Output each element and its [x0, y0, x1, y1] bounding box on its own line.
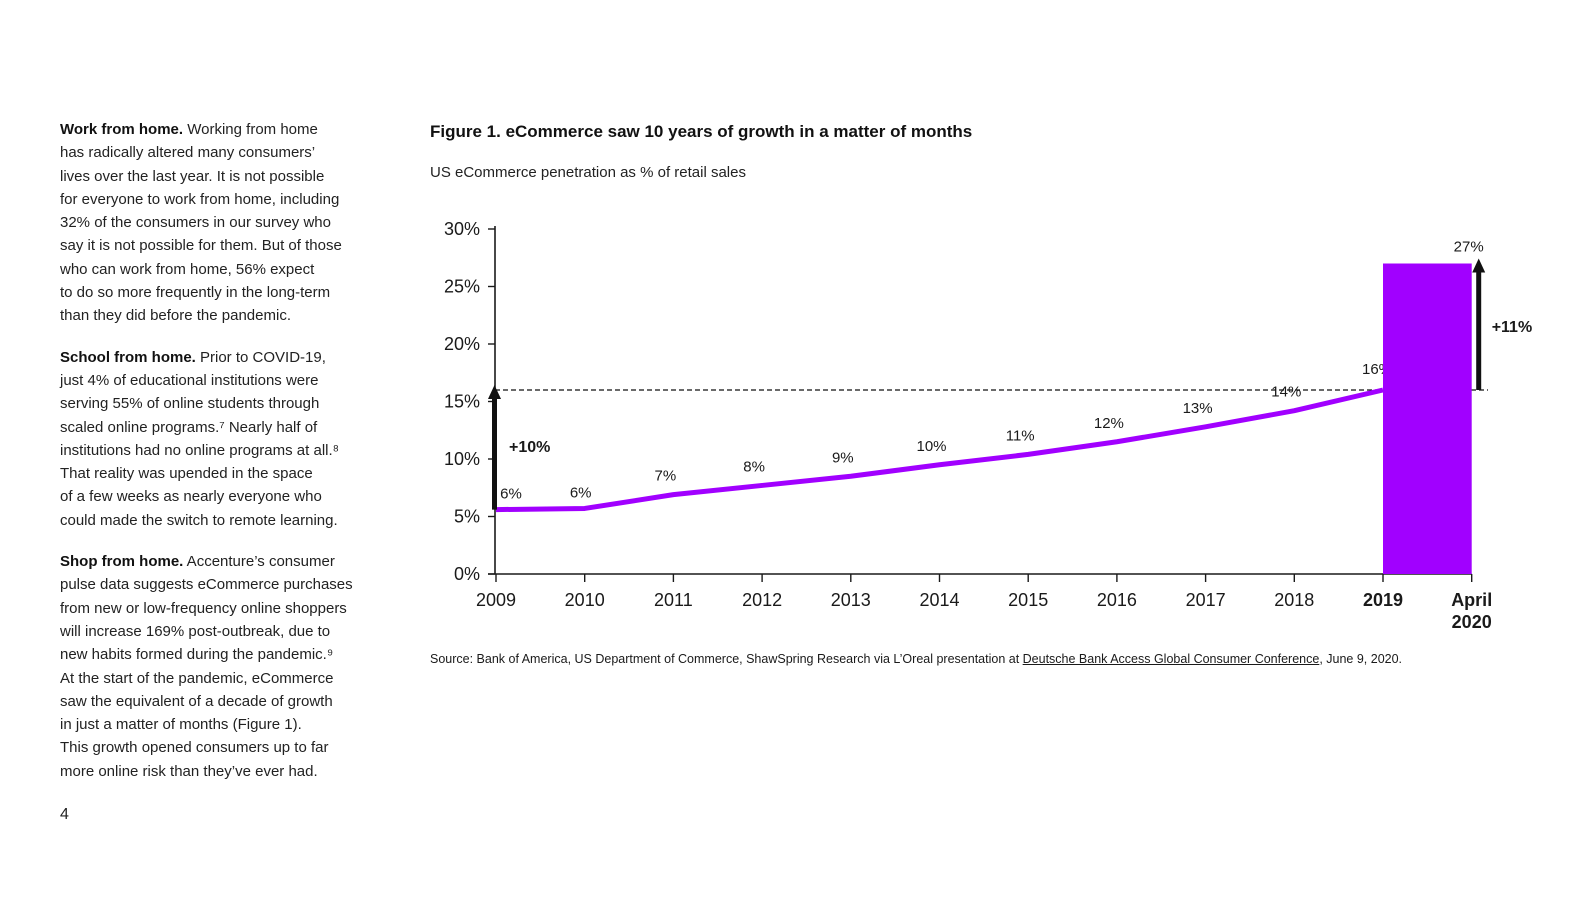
y-tick-label: 20%	[444, 334, 480, 354]
page-number: 4	[60, 806, 69, 823]
body-text-column: Work from home. Working from home has ra…	[60, 118, 402, 801]
data-label: 12%	[1094, 415, 1124, 432]
paragraph-body-shop-from-home: Accenture’s consumer pulse data suggests…	[60, 553, 353, 780]
data-label: 14%	[1271, 384, 1301, 401]
x-tick-label: 2013	[831, 590, 871, 610]
figure-title: Figure 1. eCommerce saw 10 years of grow…	[430, 122, 973, 141]
data-label: 7%	[655, 468, 677, 485]
april-2020-bar	[1383, 263, 1472, 574]
x-tick-label: 2018	[1274, 590, 1314, 610]
y-tick-label: 0%	[454, 564, 480, 584]
growth-arrow-right	[1472, 258, 1486, 390]
paragraph-body-work-from-home: Working from home has radically altered …	[60, 121, 342, 325]
paragraph-body-school-from-home: Prior to COVID-19, just 4% of educationa…	[60, 348, 339, 529]
ecommerce-penetration-chart: 6% 6% 7% 8% 9% 10% 11% 12% 13% 14% 16% 0% 5% 10% 15% 20…	[430, 212, 1590, 644]
y-tick-label: 5%	[454, 507, 480, 527]
data-label: 9%	[832, 449, 854, 466]
source-text-suffix: , June 9, 2020.	[1319, 652, 1403, 666]
bar-value-label: 27%	[1454, 239, 1484, 256]
figure-subtitle: US eCommerce penetration as % of retail …	[430, 164, 746, 181]
y-tick-label: 15%	[444, 392, 480, 412]
x-tick-label: 2016	[1097, 590, 1137, 610]
paragraph-school-from-home: School from home. Prior to COVID-19, jus…	[60, 346, 402, 532]
x-tick-label: April	[1451, 590, 1492, 610]
growth-annotation-left: +10%	[509, 439, 550, 456]
growth-arrow-left-head	[488, 385, 501, 399]
x-tick-label: 2017	[1186, 590, 1226, 610]
x-tick-label: 2020	[1452, 612, 1492, 632]
data-label: 8%	[743, 458, 765, 475]
paragraph-lead-shop-from-home: Shop from home.	[60, 553, 184, 571]
penetration-line	[495, 387, 1384, 513]
x-tick-label: 2012	[742, 590, 782, 610]
x-tick-label: 2011	[654, 590, 693, 610]
figure-source: Source: Bank of America, US Department o…	[430, 652, 1560, 666]
data-label: 11%	[1006, 427, 1035, 444]
source-conference-link[interactable]: Deutsche Bank Access Global Consumer Con…	[1022, 652, 1320, 666]
paragraph-shop-from-home: Shop from home. Accenture’s consumer pul…	[60, 550, 402, 783]
x-tick-label: 2010	[565, 590, 605, 610]
growth-annotation-right: +11%	[1492, 319, 1532, 336]
x-tick-label: 2014	[919, 590, 959, 610]
data-label: 10%	[916, 438, 946, 455]
x-tick-label: 2009	[476, 590, 516, 610]
y-tick-label: 10%	[444, 449, 480, 469]
data-label: 6%	[570, 484, 592, 501]
data-label: 13%	[1183, 400, 1213, 417]
x-tick-label: 2019	[1363, 590, 1403, 610]
growth-arrow-left	[488, 385, 501, 510]
paragraph-lead-work-from-home: Work from home.	[60, 121, 184, 138]
y-tick-label: 30%	[444, 219, 480, 239]
data-label: 6%	[500, 486, 522, 503]
source-text: Source: Bank of America, US Department o…	[430, 652, 1023, 666]
paragraph-lead-school-from-home: School from home.	[60, 348, 196, 366]
x-tick-label: 2015	[1008, 590, 1048, 610]
growth-arrow-right-head	[1472, 258, 1486, 273]
y-tick-label: 25%	[444, 277, 480, 297]
paragraph-work-from-home: Work from home. Working from home has ra…	[60, 118, 402, 328]
chart-svg: 6% 6%7%8%9%10%11%12%13%14%16%0%5%10%15%20…	[444, 219, 1532, 632]
